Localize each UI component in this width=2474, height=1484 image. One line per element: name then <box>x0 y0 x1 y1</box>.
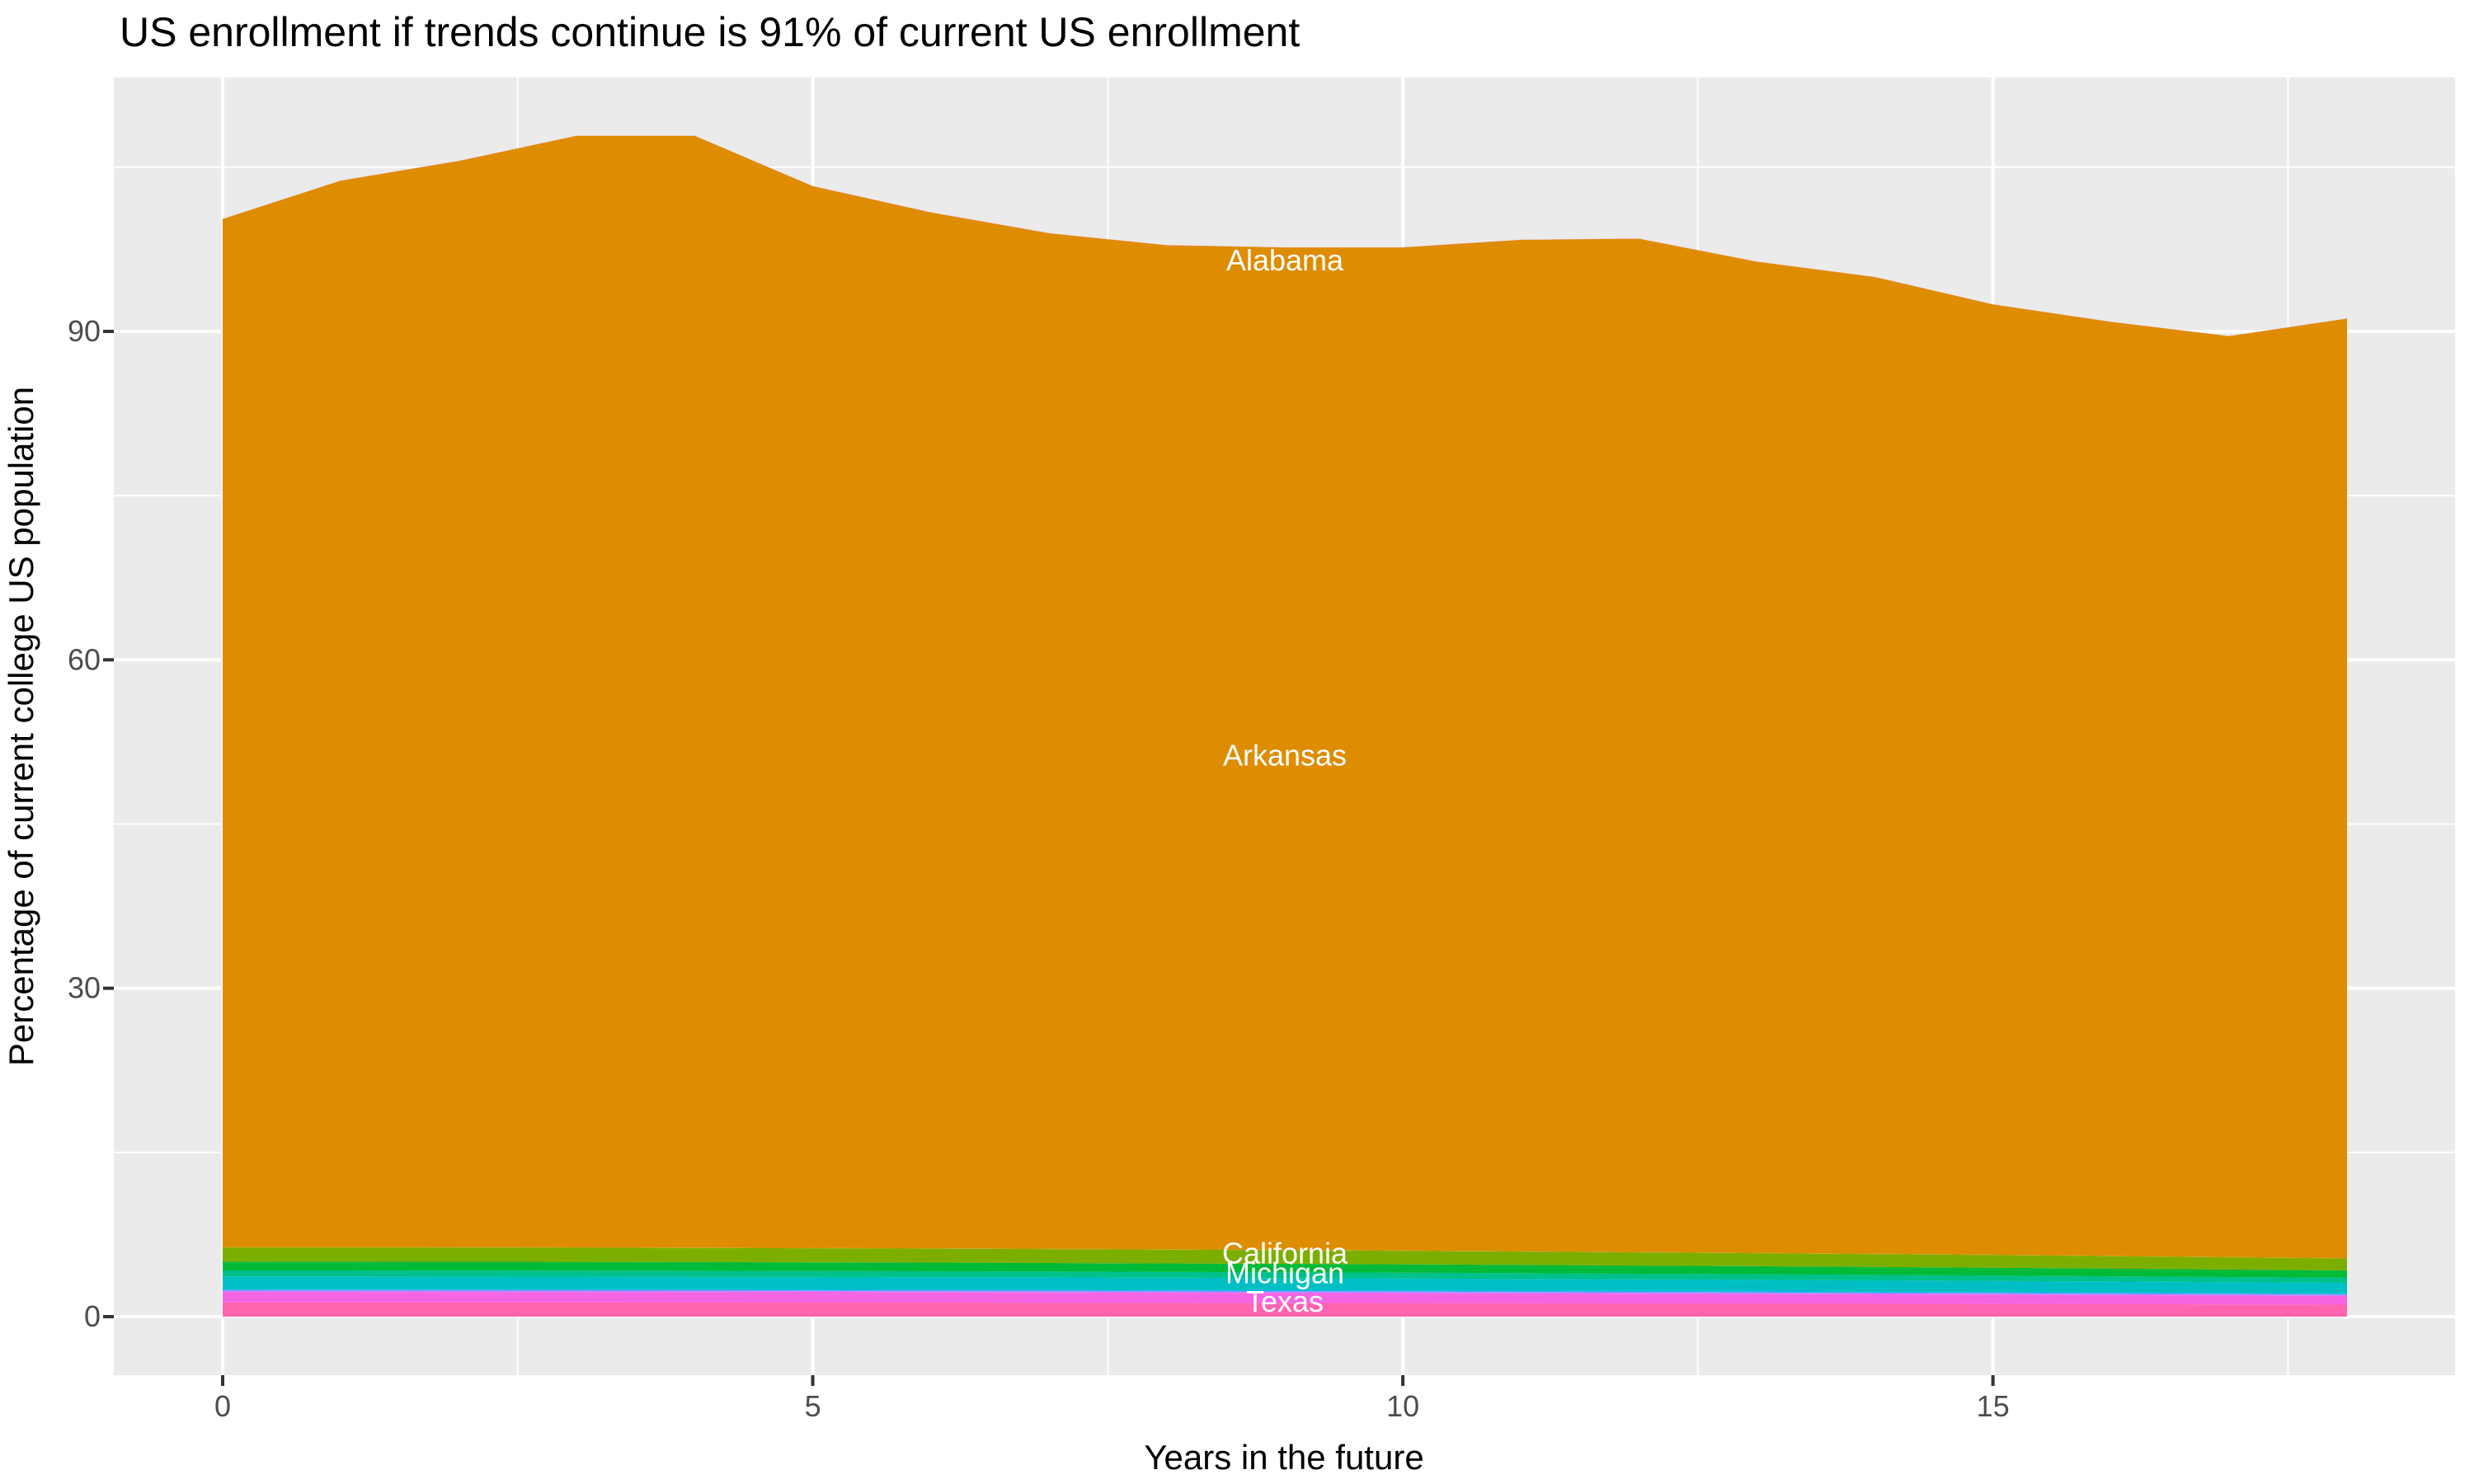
chart-title: US enrollment if trends continue is 91% … <box>120 9 1300 55</box>
y-axis-tick-labels: 0 30 60 90 <box>68 314 101 1333</box>
area-band-texas <box>223 1302 2347 1317</box>
area-band-unlabeled-2 <box>223 1290 2347 1296</box>
stacked-areas <box>223 135 2347 1317</box>
area-band-unlabeled-7 <box>223 1261 2347 1278</box>
x-tick-label-15: 15 <box>1977 1389 2010 1423</box>
area-band-unlabeled-6 <box>223 1270 2347 1284</box>
area-band-unlabeled-4 <box>223 1289 2347 1294</box>
x-tick-label-10: 10 <box>1386 1389 1419 1423</box>
y-tick-label-0: 0 <box>84 1299 101 1333</box>
area-band-unlabeled-3 <box>223 1289 2347 1295</box>
area-label-alabama: Alabama <box>1226 243 1344 277</box>
x-tick-label-0: 0 <box>214 1389 231 1423</box>
area-label-texas: Texas <box>1246 1284 1324 1318</box>
x-axis-tick-labels: 0 5 10 15 <box>214 1389 2010 1423</box>
area-band-california <box>223 1247 2347 1270</box>
y-tick-label-90: 90 <box>68 314 101 348</box>
y-tick-label-30: 30 <box>68 971 101 1005</box>
x-axis-title: Years in the future <box>1144 1438 1423 1477</box>
area-label-california: California <box>1222 1237 1348 1270</box>
area-label-michigan: Michigan <box>1225 1256 1344 1289</box>
area-band-michigan <box>223 1276 2347 1294</box>
axis-tick-marks <box>103 329 1995 1386</box>
area-band-unlabeled-1 <box>223 1292 2347 1305</box>
y-axis-title: Percentage of current college US populat… <box>2 387 40 1066</box>
x-tick-label-5: 5 <box>805 1389 821 1423</box>
y-tick-label-60: 60 <box>68 642 101 676</box>
area-band-arkansas <box>223 135 2347 1259</box>
area-label-arkansas: Arkansas <box>1223 738 1347 772</box>
